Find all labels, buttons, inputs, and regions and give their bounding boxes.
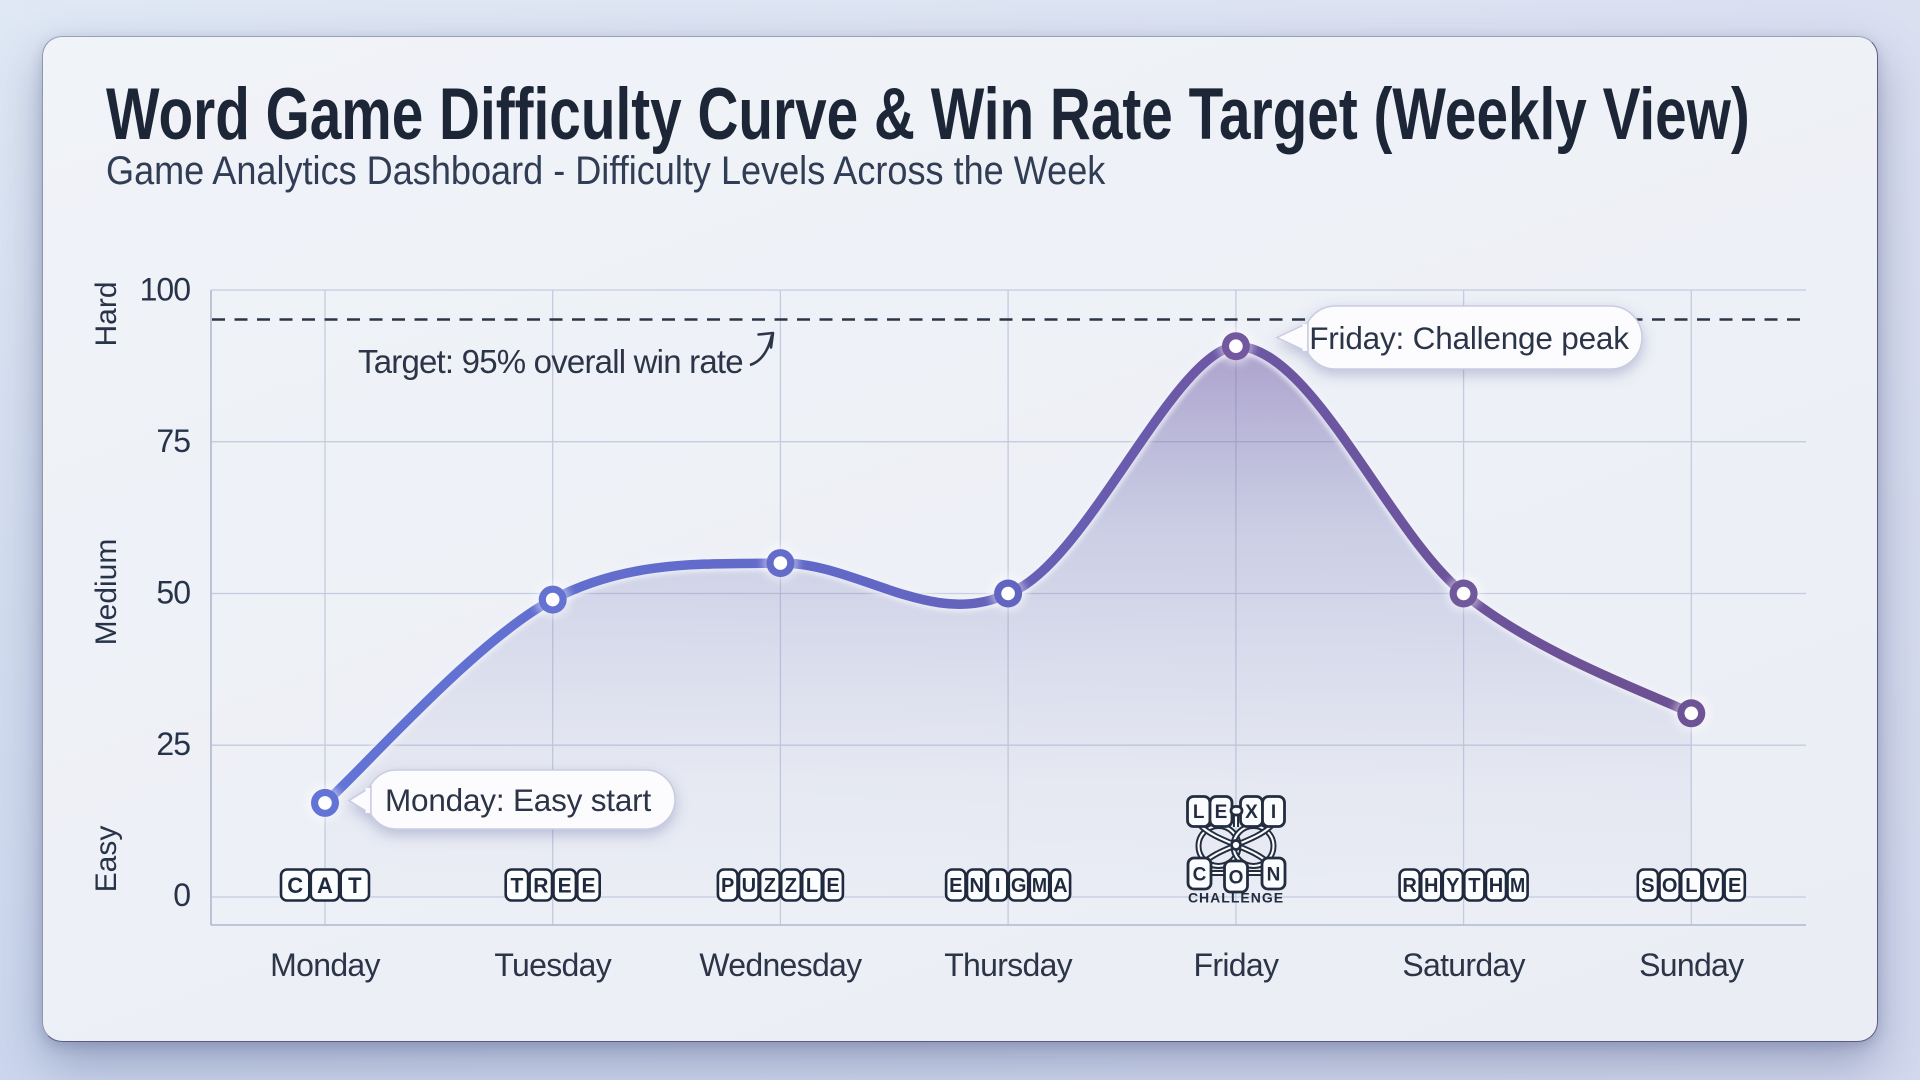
svg-text:Monday: Easy start: Monday: Easy start: [385, 782, 651, 818]
svg-text:C: C: [287, 873, 303, 898]
svg-text:V: V: [1706, 875, 1720, 897]
svg-text:Target: 95% overall win rate: Target: 95% overall win rate: [358, 343, 743, 380]
svg-text:O: O: [1229, 868, 1244, 889]
svg-text:T: T: [348, 873, 362, 898]
svg-text:Tuesday: Tuesday: [494, 947, 611, 983]
svg-text:N: N: [1267, 865, 1281, 886]
svg-text:75: 75: [156, 423, 190, 459]
svg-text:M: M: [1510, 875, 1525, 897]
svg-text:Saturday: Saturday: [1402, 947, 1525, 983]
svg-text:T: T: [1468, 875, 1480, 897]
svg-text:R: R: [1402, 875, 1417, 897]
svg-text:E: E: [581, 875, 595, 898]
svg-text:100: 100: [140, 272, 191, 308]
svg-text:E: E: [826, 875, 839, 897]
svg-text:Easy: Easy: [90, 826, 123, 893]
svg-text:X: X: [1245, 802, 1258, 823]
svg-text:Monday: Monday: [270, 947, 380, 983]
svg-text:Y: Y: [1446, 875, 1460, 897]
svg-text:0: 0: [173, 877, 190, 913]
svg-text:P: P: [721, 875, 734, 897]
svg-text:Friday: Challenge peak: Friday: Challenge peak: [1309, 320, 1629, 356]
svg-text:I: I: [995, 875, 1001, 897]
svg-text:Z: Z: [785, 875, 797, 897]
svg-text:L: L: [1685, 875, 1697, 897]
svg-text:Sunday: Sunday: [1639, 947, 1744, 983]
svg-text:U: U: [742, 875, 756, 897]
svg-text:25: 25: [156, 726, 190, 762]
svg-text:E: E: [1728, 875, 1741, 897]
svg-text:Hard: Hard: [90, 281, 123, 346]
svg-text:Medium: Medium: [90, 539, 123, 646]
svg-text:R: R: [533, 875, 548, 898]
svg-text:CHALLENGE: CHALLENGE: [1188, 890, 1284, 906]
svg-text:Wednesday: Wednesday: [699, 947, 862, 983]
svg-text:Thursday: Thursday: [944, 947, 1072, 983]
svg-text:O: O: [1662, 875, 1678, 897]
svg-text:N: N: [969, 875, 983, 897]
svg-text:M: M: [1032, 875, 1047, 897]
svg-text:L: L: [806, 875, 818, 897]
svg-text:H: H: [1489, 875, 1503, 897]
svg-text:A: A: [317, 873, 333, 898]
svg-text:Friday: Friday: [1194, 947, 1279, 983]
svg-text:S: S: [1641, 875, 1654, 897]
svg-text:H: H: [1424, 875, 1438, 897]
svg-text:Z: Z: [764, 875, 776, 897]
svg-text:L: L: [1193, 802, 1205, 823]
svg-text:E: E: [949, 875, 962, 897]
svg-text:C: C: [1193, 865, 1207, 886]
svg-text:E: E: [558, 875, 572, 898]
svg-text:A: A: [1053, 875, 1067, 897]
svg-text:I: I: [1271, 802, 1276, 823]
svg-text:E: E: [1215, 802, 1228, 823]
svg-text:G: G: [1011, 875, 1027, 897]
svg-text:50: 50: [156, 575, 190, 611]
svg-text:T: T: [510, 875, 523, 898]
